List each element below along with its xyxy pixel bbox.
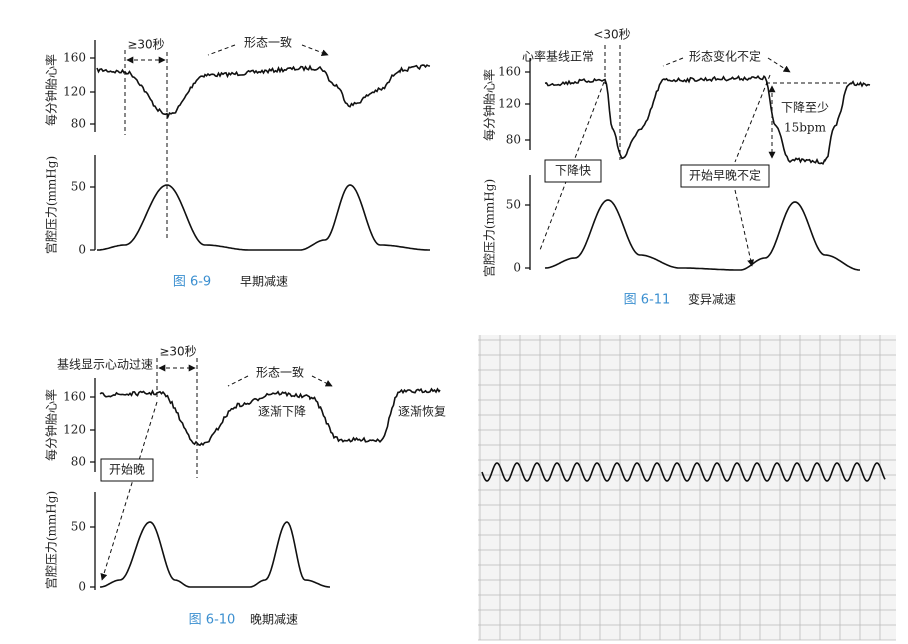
caption-title: 早期减速 (240, 275, 288, 289)
fhr-trace (99, 387, 441, 447)
annotation: 形态变化不定 (689, 49, 761, 64)
pressure-axis (525, 175, 531, 270)
strip-background (478, 335, 896, 640)
annotation: 下降至少 (781, 101, 829, 115)
tick: 50 (506, 198, 521, 212)
panel-late: 160 120 80 每分钟胎心率 50 0 宫腔压力(mmHg) 基线显示心动… (44, 345, 447, 628)
tick: 80 (71, 455, 86, 469)
annotation: 15bpm (784, 121, 827, 135)
axis-label: 宫腔压力(mmHg) (44, 491, 59, 589)
tick: 160 (63, 390, 86, 404)
axis-label: 每分钟胎心率 (482, 69, 497, 141)
annotation: 形态一致 (244, 36, 292, 50)
panel-early: 160 120 80 每分钟胎心率 50 0 宫腔压力(mmHg) ≥30秒 形… (44, 36, 329, 290)
annotation: 形态一致 (256, 366, 304, 380)
callout-box (680, 164, 770, 188)
fhr-trace (544, 74, 871, 165)
callout-box (100, 458, 154, 482)
tick: 80 (506, 133, 521, 147)
pressure-trace (99, 521, 330, 588)
arrow (662, 57, 790, 72)
fhr-axis (525, 58, 531, 150)
guide (156, 358, 198, 478)
axis-label: 每分钟胎心率 (44, 389, 59, 461)
fhr-axis (90, 40, 96, 132)
axis-label: 每分钟胎心率 (44, 54, 59, 126)
annotation: <30秒 (593, 28, 630, 42)
tick: 80 (71, 117, 86, 131)
tick: 160 (63, 51, 86, 65)
arrow (100, 401, 158, 581)
caption-number: 图 6-11 (624, 293, 671, 308)
arrow (227, 375, 332, 386)
annotation: ≥30秒 (127, 38, 164, 52)
annotation: 逐渐下降 (258, 405, 306, 419)
tick: 120 (63, 423, 86, 437)
caption-title: 变异减速 (688, 292, 736, 307)
fhr-axis (90, 378, 96, 472)
tick: 120 (498, 97, 521, 111)
tick: 120 (63, 85, 86, 99)
annotation: ≥30秒 (159, 345, 196, 359)
annotation: 下降快 (555, 164, 591, 178)
ctg-strip (478, 335, 896, 641)
caption-number: 图 6-9 (173, 275, 211, 290)
callout-box (544, 159, 602, 183)
pressure-trace (97, 184, 430, 251)
ctg-trace (481, 462, 886, 482)
annotation: 逐渐恢复 (398, 405, 446, 419)
annotation: 开始晚 (109, 463, 145, 477)
pressure-axis (90, 155, 96, 251)
arrow (207, 44, 328, 55)
tick: 50 (71, 180, 86, 194)
tick: 160 (498, 65, 521, 79)
annotation: 开始早晚不定 (689, 168, 761, 183)
tick: 0 (513, 261, 521, 275)
guide (604, 45, 858, 160)
tick: 0 (78, 580, 86, 594)
pressure-axis (90, 492, 96, 590)
axis-label: 宫腔压力(mmHg) (44, 156, 59, 254)
tick: 50 (71, 520, 86, 534)
annotation: 心率基线正常 (522, 49, 594, 64)
caption-title: 晚期减速 (250, 613, 298, 627)
axis-label: 宫腔压力(mmHg) (482, 179, 497, 277)
annotation: 基线显示心动过速 (57, 358, 153, 372)
guide (124, 50, 168, 240)
arrow (539, 74, 771, 266)
fhr-trace (96, 64, 431, 119)
tick: 0 (78, 243, 86, 257)
pressure-trace (544, 199, 860, 271)
caption-number: 图 6-10 (189, 613, 236, 628)
panel-variable: 160 120 80 每分钟胎心率 50 0 宫腔压力(mmHg) <30秒 心… (482, 28, 858, 308)
